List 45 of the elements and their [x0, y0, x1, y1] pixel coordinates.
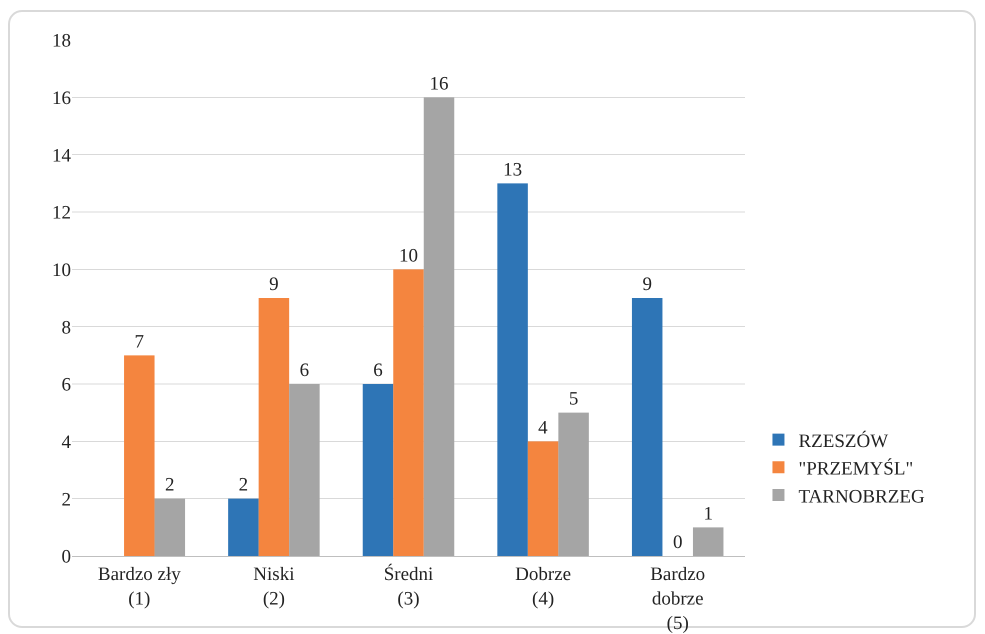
bar: [424, 97, 454, 556]
bar: [528, 441, 558, 556]
y-tick-label: 14: [52, 145, 72, 166]
x-tick-label: Niski (2): [253, 564, 294, 610]
bar: [154, 498, 186, 556]
x-tick-label: Dobrze (4): [515, 564, 572, 610]
x-tick-label: Bardzo dobrze (5): [650, 564, 706, 634]
bar: [393, 269, 424, 556]
y-tick-label: 10: [52, 260, 71, 281]
bar: [362, 384, 394, 556]
y-tick-label: 6: [62, 374, 71, 396]
data-label: 7: [134, 331, 144, 352]
y-tick-label: 8: [62, 317, 71, 338]
legend-label: RZESZÓW: [798, 430, 888, 452]
y-tick-label: 4: [62, 432, 72, 453]
data-label: 4: [538, 417, 548, 438]
y-tick-label: 18: [52, 30, 71, 52]
bar: [497, 183, 528, 556]
data-label: 5: [568, 388, 578, 410]
y-tick-label: 12: [52, 202, 71, 224]
data-label: 9: [642, 274, 652, 295]
y-tick-label: 2: [62, 489, 71, 510]
data-label: 2: [165, 474, 175, 496]
x-tick-label: Bardzo zły (1): [98, 564, 182, 610]
bar: [258, 298, 290, 556]
data-label: 10: [399, 245, 418, 266]
y-tick-label: 0: [62, 546, 71, 568]
data-label: 6: [300, 360, 310, 381]
data-label: 16: [430, 73, 449, 94]
data-label: 13: [503, 159, 522, 180]
bar: [228, 498, 259, 556]
y-tick-label: 16: [52, 88, 71, 109]
bar: [124, 355, 155, 556]
legend-label: TARNOBRZEG: [798, 486, 925, 508]
data-label: 9: [269, 274, 279, 295]
bar: [558, 412, 589, 556]
legend-label: "PRZEMYŚL": [798, 458, 914, 480]
x-tick-label: Średni (3): [384, 562, 434, 610]
bar: [289, 384, 320, 556]
data-label: 1: [703, 503, 713, 524]
data-label: 6: [373, 360, 383, 381]
data-label: 2: [238, 474, 248, 496]
bar: [692, 527, 724, 556]
data-label: 0: [672, 532, 682, 553]
bar: [632, 298, 662, 556]
